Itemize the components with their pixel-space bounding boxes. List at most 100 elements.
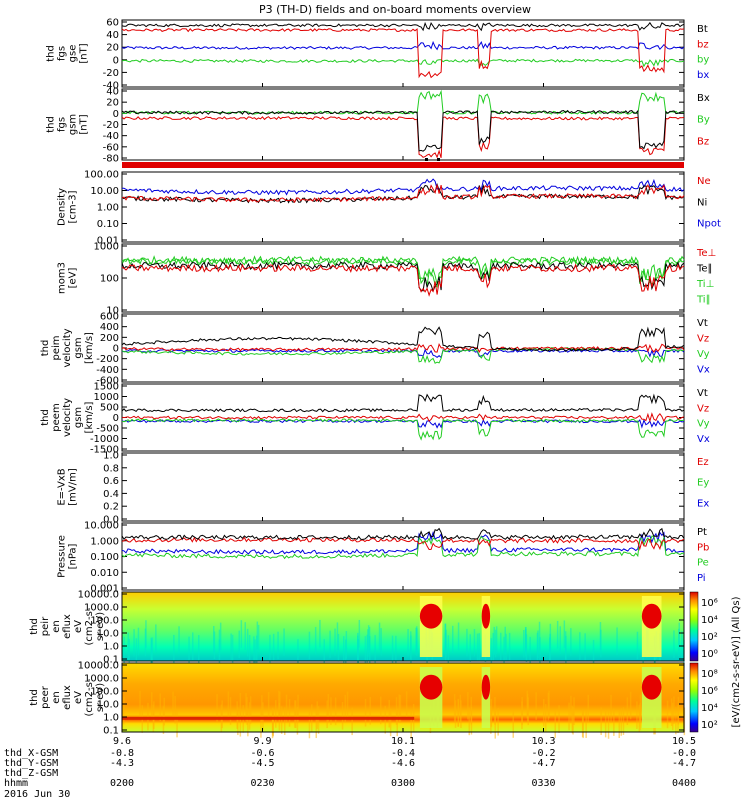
spec-stripe xyxy=(494,697,496,725)
series-line-Vy xyxy=(121,418,684,441)
y-tick-label: -500 xyxy=(96,424,119,435)
spec-stripe xyxy=(556,620,559,649)
spectrogram xyxy=(122,592,684,661)
legend-entry: bx xyxy=(697,70,709,81)
spec-stripe xyxy=(405,691,408,719)
spec-stripe xyxy=(494,629,497,658)
series-line-Npot xyxy=(122,178,685,196)
panel-density: 100.00 10.00 1.00 0.10 0.01 Density[cm-3] Ne Ni… xyxy=(57,170,721,247)
spec-stripe xyxy=(123,636,125,665)
y-tick-label: 10.0 xyxy=(97,700,119,711)
spec-stripe xyxy=(284,707,286,735)
y-tick-label: 1000.0 xyxy=(84,603,119,614)
plot-title: P3 (TH-D) fields and on-board moments ov… xyxy=(259,3,531,16)
panel-frame xyxy=(121,452,685,522)
spec-stripe xyxy=(144,628,147,657)
legend-entry: Ti⊥ xyxy=(696,279,714,290)
y-tick-label: 0.6 xyxy=(103,476,119,487)
spec-stripe xyxy=(678,628,680,657)
spec-stripe xyxy=(447,635,450,663)
spec-stripe xyxy=(326,700,328,729)
spec-stripe xyxy=(236,701,238,729)
spec-stripe xyxy=(369,696,371,725)
series-line-Bx xyxy=(121,109,685,152)
spec-stripe xyxy=(537,630,539,659)
legend-entry: Vt xyxy=(697,318,708,329)
spec-stripe xyxy=(231,634,234,663)
legend-entry: Vt xyxy=(697,388,708,399)
panel-pressure: 10.000 1.000 0.100 0.010 0.001 Pressure[nPa] P… xyxy=(57,521,710,595)
spec-stripe xyxy=(374,635,376,663)
legend-entry: Ex xyxy=(697,498,709,509)
spec-stripe xyxy=(151,637,154,666)
spec-stripe xyxy=(147,702,149,731)
spec-stripe xyxy=(278,690,280,719)
spec-stripe xyxy=(505,633,507,662)
y-tick-label: -20 xyxy=(103,68,119,79)
y-axis-label: thdpeerenefluxeV(cm2-s-sr-eV) xyxy=(29,678,106,716)
spec-stripe xyxy=(330,697,332,725)
legend-entry: by xyxy=(697,55,709,66)
spec-stripe xyxy=(378,622,381,651)
y-tick-label: 20 xyxy=(106,43,119,54)
footer-value: -0.4 xyxy=(391,748,415,759)
legend-entry: Vz xyxy=(697,334,709,345)
spec-stripe xyxy=(524,626,527,655)
spec-stripe xyxy=(581,709,584,737)
spec-stripe xyxy=(607,711,610,739)
spec-stripe xyxy=(230,633,232,662)
spec-stripe xyxy=(358,619,361,648)
spec-stripe xyxy=(490,638,493,666)
spec-stripe xyxy=(261,695,263,723)
spec-stripe xyxy=(636,631,639,660)
spec-stripe xyxy=(173,634,175,663)
panel-peir-spec: 10000.0 1000.0 100.0 10.0 1.0 0.1 thdpeirenefl… xyxy=(29,590,685,668)
spec-stripe xyxy=(592,639,595,668)
spec-stripe xyxy=(407,628,409,657)
spec-stripe xyxy=(364,636,367,664)
spec-stripe xyxy=(218,639,221,668)
spec-stripe xyxy=(337,633,340,662)
spec-stripe xyxy=(673,696,675,724)
legend-entry: Npot xyxy=(697,219,721,230)
spec-stripe xyxy=(395,635,397,664)
spec-stripe xyxy=(253,636,255,665)
spec-stripe xyxy=(128,638,130,667)
spec-stripe xyxy=(610,694,612,723)
spec-stripe xyxy=(240,620,243,648)
colorbar-tick-label: 10² xyxy=(701,632,718,643)
y-tick-label: 0.0 xyxy=(103,515,119,526)
footer-value: 0200 xyxy=(110,778,134,789)
y-tick-label: 0.1 xyxy=(103,726,119,737)
spec-stripe xyxy=(600,629,602,658)
spec-stripe xyxy=(389,708,392,737)
spec-stripe xyxy=(127,632,129,661)
colorbar-tick-label: 10⁶ xyxy=(701,686,718,697)
spec-stripe xyxy=(395,697,398,725)
spec-stripe xyxy=(272,633,275,662)
spec-stripe xyxy=(248,702,251,730)
legend-entry: Ti∥ xyxy=(696,295,711,306)
y-tick-label: 600 xyxy=(100,312,119,323)
legend-entry: Pt xyxy=(697,527,707,538)
spec-stripe xyxy=(369,636,371,664)
spec-stripe xyxy=(495,626,498,655)
spec-stripe xyxy=(508,632,511,661)
spec-stripe xyxy=(294,700,296,728)
spec-stripe xyxy=(317,706,320,734)
series-line-Pe xyxy=(121,535,685,560)
spec-stripe xyxy=(512,710,514,738)
y-tick-label: 100.00 xyxy=(84,170,119,181)
spec-stripe xyxy=(329,630,331,659)
spec-stripe xyxy=(453,694,456,722)
spec-stripe xyxy=(239,708,242,737)
y-tick-label: -80 xyxy=(103,154,119,165)
y-tick-label: 0.8 xyxy=(103,463,119,474)
spec-stripe xyxy=(388,699,390,728)
y-tick-label: 0 xyxy=(113,344,119,355)
y-tick-label: 1.000 xyxy=(90,536,119,547)
spec-stripe xyxy=(558,705,560,733)
y-tick-label: 0 xyxy=(113,413,119,424)
